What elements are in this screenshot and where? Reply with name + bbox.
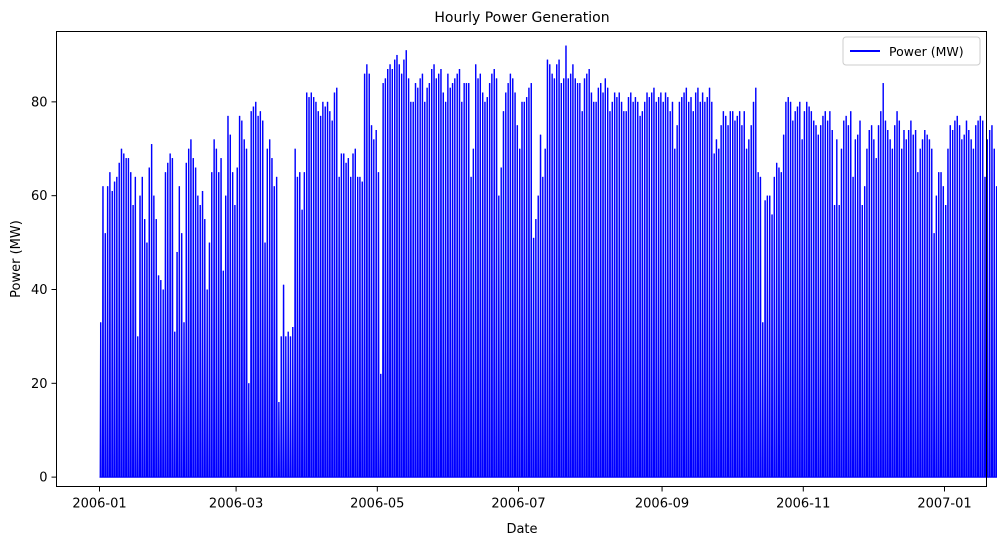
legend-label: Power (MW) bbox=[889, 44, 964, 59]
plot-frame bbox=[56, 31, 987, 487]
x-tick-label: 2006-03 bbox=[209, 497, 263, 512]
x-tick-label: 2006-09 bbox=[635, 497, 689, 512]
legend-box bbox=[842, 36, 981, 66]
x-tick-label: 2006-11 bbox=[776, 497, 830, 512]
x-tick-label: 2006-05 bbox=[350, 497, 404, 512]
legend: Power (MW) bbox=[842, 36, 981, 66]
chart-title: Hourly Power Generation bbox=[434, 10, 609, 26]
y-tick-label: 80 bbox=[31, 95, 48, 110]
power-series-line bbox=[99, 45, 997, 478]
x-axis: 2006-01 2006-03 2006-05 2006-07 2006-09 2006-… bbox=[72, 486, 972, 512]
x-tick-label: 2006-07 bbox=[491, 497, 545, 512]
y-axis-label: Power (MW) bbox=[9, 220, 24, 298]
y-tick-label: 20 bbox=[31, 377, 48, 392]
x-tick-label: 2006-01 bbox=[72, 497, 126, 512]
plot-area bbox=[56, 31, 997, 487]
y-tick-label: 0 bbox=[39, 471, 47, 486]
y-tick-label: 60 bbox=[31, 189, 48, 204]
x-axis-label: Date bbox=[506, 522, 537, 537]
x-tick-label: 2007-01 bbox=[917, 497, 971, 512]
y-tick-label: 40 bbox=[31, 283, 48, 298]
y-axis: 0 20 40 60 80 bbox=[31, 95, 57, 486]
